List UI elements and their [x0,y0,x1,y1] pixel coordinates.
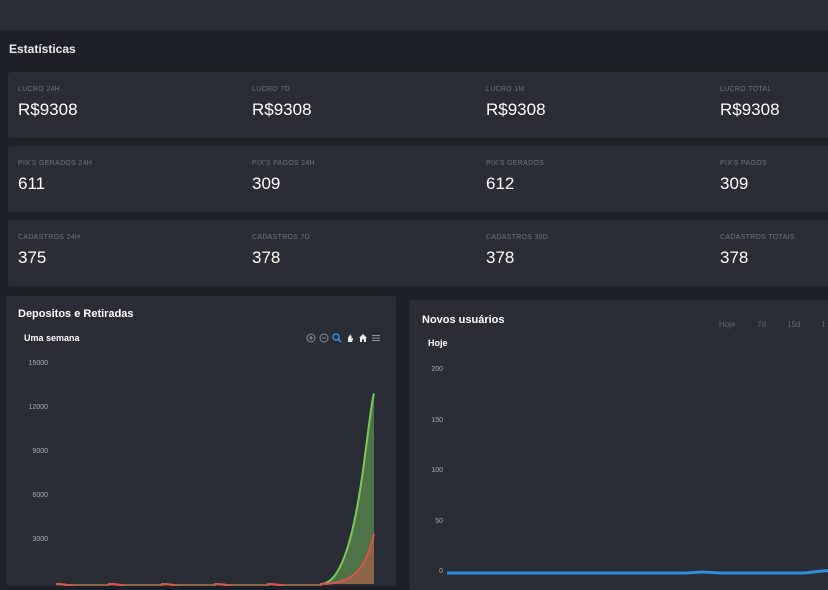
stat-card: PIX'S GERADOS 24H 611 [8,146,238,212]
y-tick-label: 150 [431,417,443,424]
stat-card: PIX'S PAGOS 309 [710,146,828,212]
new-users-panel: Novos usuários Hoje 7d 15d 1 Hoje 200 15… [409,300,828,590]
y-tick-label: 9000 [32,448,48,455]
panel-title: Novos usuários [422,314,505,326]
stat-label: LUCRO TOTAL [720,86,772,93]
stat-label: PIX'S GERADOS 24H [18,160,93,167]
stat-card: LUCRO TOTAL R$9308 [710,72,828,138]
zoom-select-icon[interactable] [332,333,342,343]
deposits-line [56,393,375,586]
stat-label: LUCRO 7D [252,86,290,93]
range-button-today[interactable]: Hoje [719,320,736,329]
withdrawals-area [56,534,374,586]
stat-label: PIX'S GERADOS [486,160,545,167]
stat-label: CADASTROS 24H [18,234,81,241]
stat-label: CADASTROS 30D [486,234,549,241]
y-tick-label: 6000 [32,492,48,499]
stat-value: 309 [252,174,281,193]
top-header-bar [0,0,828,30]
zoom-out-icon[interactable] [319,333,329,343]
pan-icon[interactable] [345,333,355,343]
stat-card: LUCRO 24H R$9308 [8,72,238,138]
range-button-more[interactable]: 1 [821,320,826,329]
stat-card: CADASTROS 24H 375 [8,220,238,286]
stat-card: LUCRO 1M R$9308 [476,72,706,138]
deposits-area [56,393,374,586]
stat-label: PIX'S PAGOS 24H [252,160,315,167]
stat-label: PIX'S PAGOS [720,160,767,167]
stat-card: CADASTROS 30D 378 [476,220,706,286]
withdrawals-line [56,533,375,586]
chart-period-label: Hoje [428,338,448,348]
new-users-chart-plot [447,569,828,575]
new-users-line [447,569,828,575]
stat-card: PIX'S PAGOS 24H 309 [242,146,472,212]
section-title: Estatísticas [9,42,76,56]
menu-icon[interactable] [371,333,381,343]
stat-value: 611 [18,174,46,193]
stat-value: 378 [486,248,515,267]
stat-card: CADASTROS TOTAIS 378 [710,220,828,286]
stat-label: CADASTROS TOTAIS [720,234,795,241]
stat-card: CADASTROS 7D 378 [242,220,472,286]
deposits-withdrawals-panel: Depositos e Retiradas Uma semana 15000 1… [6,296,396,586]
range-button-7d[interactable]: 7d [757,320,766,329]
chart-period-label: Uma semana [24,333,80,343]
stat-value: R$9308 [18,100,78,119]
y-tick-label: 100 [431,467,443,474]
y-tick-label: 200 [431,366,443,373]
panel-title: Depositos e Retiradas [18,308,134,320]
stat-value: R$9308 [252,100,312,119]
deposits-chart-plot [56,393,375,586]
stat-label: LUCRO 24H [18,86,60,93]
reset-home-icon[interactable] [358,333,368,343]
y-tick-label: 15000 [28,360,48,367]
stat-value: 375 [18,248,47,267]
y-tick-label: 0 [439,568,443,575]
stat-value: 309 [720,174,749,193]
zoom-in-icon[interactable] [306,333,316,343]
stat-value: 378 [252,248,281,267]
stats-row-signups: CADASTROS 24H 375 CADASTROS 7D 378 CADAS… [8,220,828,286]
stat-card: LUCRO 7D R$9308 [242,72,472,138]
range-button-15d[interactable]: 15d [787,320,801,329]
stat-value: 612 [486,174,515,193]
stats-row-profit: LUCRO 24H R$9308 LUCRO 7D R$9308 LUCRO 1… [8,72,828,138]
y-tick-label: 3000 [32,536,48,543]
stat-card: PIX'S GERADOS 612 [476,146,706,212]
stat-value: 378 [720,248,749,267]
y-tick-label: 50 [435,518,443,525]
stat-value: R$9308 [720,100,780,119]
chart-toolbar [306,332,381,344]
stat-value: R$9308 [486,100,546,119]
stat-label: LUCRO 1M [486,86,525,93]
stats-row-pix: PIX'S GERADOS 24H 611 PIX'S PAGOS 24H 30… [8,146,828,212]
stat-label: CADASTROS 7D [252,234,311,241]
y-tick-label: 12000 [28,404,48,411]
